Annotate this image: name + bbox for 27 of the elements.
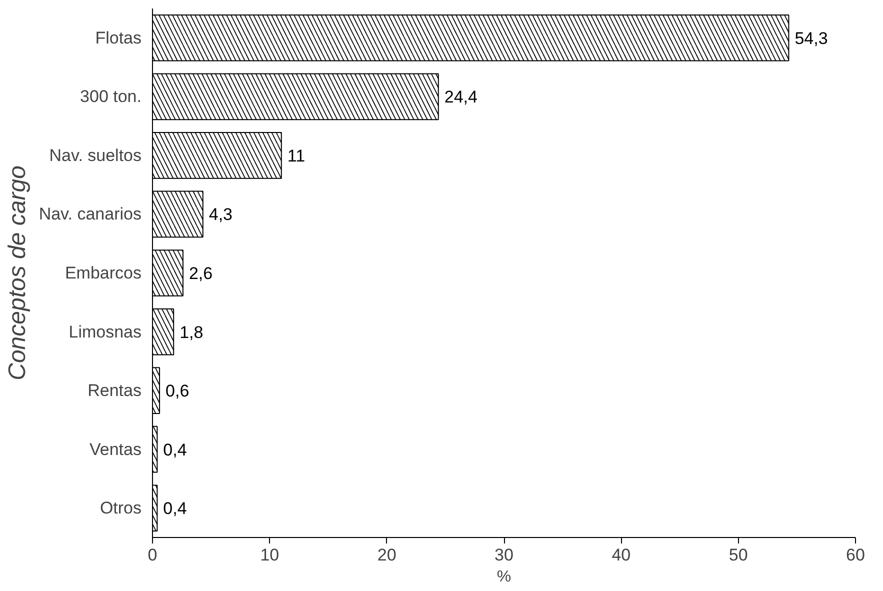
data-label: 0,6 [166, 382, 190, 401]
y-tick-label: 300 ton. [80, 87, 142, 106]
y-tick-label: Otros [100, 498, 142, 518]
y-tick-label: Limosnas [68, 322, 142, 342]
data-label: 54,3 [794, 28, 828, 48]
x-tick-label: 30 [494, 546, 514, 564]
data-label: 0,4 [163, 499, 187, 518]
x-tick-label: 10 [260, 546, 280, 564]
y-tick-label: Flotas [95, 28, 142, 48]
y-tick-label: Nav. canarios [38, 204, 142, 224]
data-label: 11 [287, 146, 306, 166]
y-axis-title: Conceptos de cargo [4, 166, 31, 380]
x-tick-label: 50 [728, 546, 748, 564]
x-tick-label: 20 [377, 546, 396, 564]
x-tick-label: 40 [612, 546, 631, 564]
data-label: 0,4 [163, 440, 187, 460]
y-tick-label: Nav. sueltos [49, 146, 142, 165]
y-tick-label: Ventas [90, 440, 142, 459]
y-tick-label: Rentas [88, 381, 142, 400]
data-label: 24,4 [444, 88, 478, 107]
data-label: 4,3 [208, 205, 233, 224]
data-label: 1,8 [180, 322, 204, 342]
data-label: 2,6 [188, 264, 213, 283]
x-tick-label: 60 [846, 546, 865, 564]
x-tick-label: 0 [148, 546, 158, 564]
x-axis-title: % [496, 568, 512, 586]
y-tick-label: Embarcos [64, 264, 142, 282]
